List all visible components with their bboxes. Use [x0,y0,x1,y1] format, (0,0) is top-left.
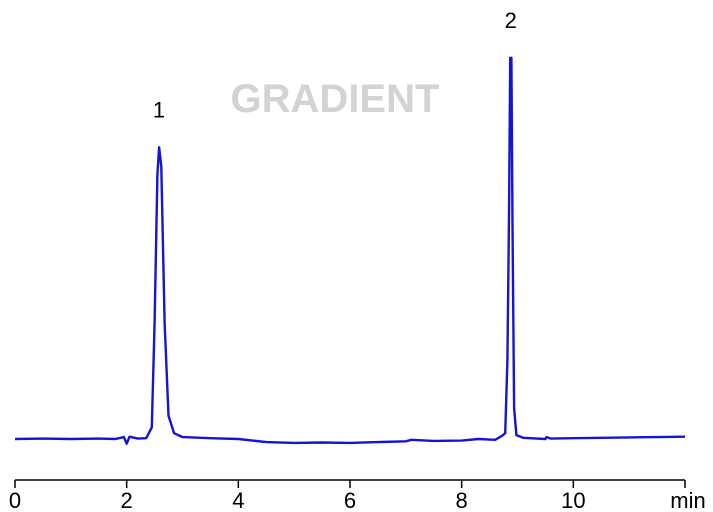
peak-labels: 12 [153,8,517,122]
peak-label: 1 [153,97,165,122]
peak-label: 2 [505,8,517,33]
x-tick-label: 6 [344,488,356,512]
chromatogram-trace [14,56,686,445]
x-tick-label: 2 [121,488,133,512]
x-tick-label: 8 [456,488,468,512]
x-tick-label: 10 [561,488,585,512]
x-tick-label: 4 [232,488,244,512]
x-axis-unit-label: min [670,488,705,512]
x-ticks: 0 2 4 6 8 10 [9,480,686,512]
watermark-label: GRADIENT [231,77,440,121]
x-tick-label: 0 [9,488,21,512]
